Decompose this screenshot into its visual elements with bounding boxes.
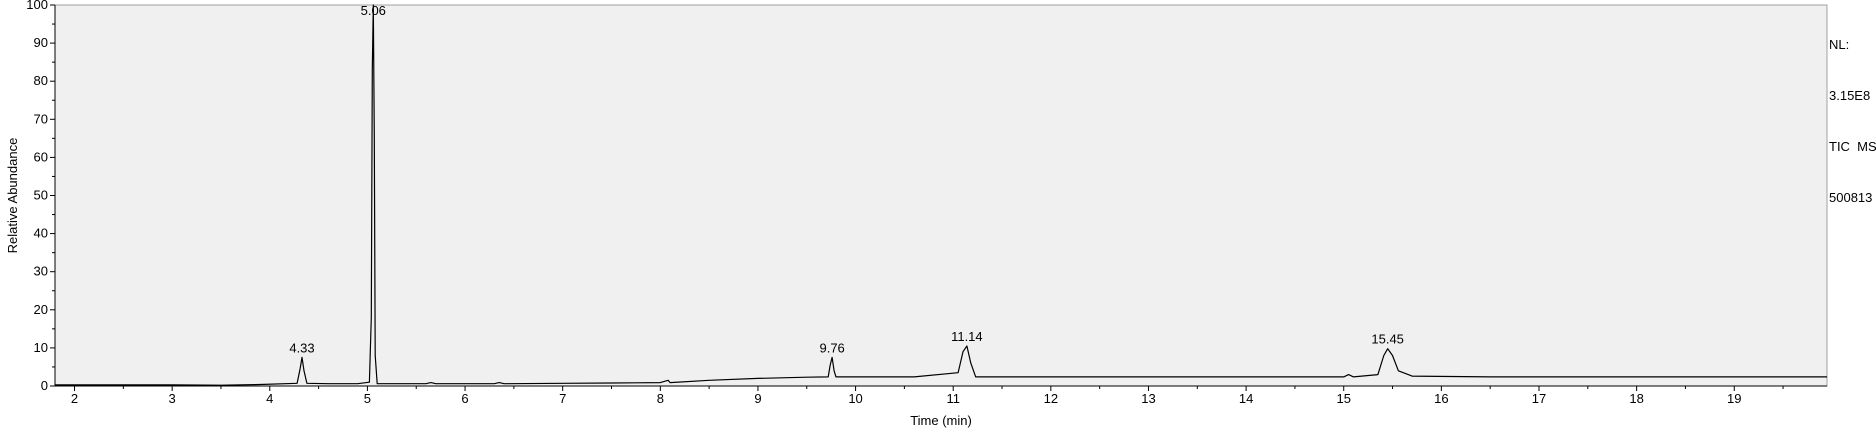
scan-filter: TIC MS — [1829, 138, 1876, 155]
x-tick-label: 6 — [461, 391, 468, 406]
x-tick-label: 11 — [946, 391, 960, 406]
y-tick-label: 10 — [34, 340, 48, 355]
x-tick-label: 13 — [1141, 391, 1155, 406]
x-tick-label: 3 — [169, 391, 176, 406]
y-tick-label: 80 — [34, 73, 48, 88]
nl-label: NL: — [1829, 36, 1876, 53]
x-tick-label: 12 — [1044, 391, 1058, 406]
x-tick-label: 18 — [1629, 391, 1643, 406]
peak-label: 5.06 — [361, 3, 386, 18]
x-tick-label: 4 — [266, 391, 273, 406]
y-tick-label: 70 — [34, 111, 48, 126]
y-tick-label: 90 — [34, 35, 48, 50]
plot-area — [55, 5, 1827, 386]
nl-value: 3.15E8 — [1829, 87, 1876, 104]
x-tick-label: 7 — [559, 391, 566, 406]
peak-label: 11.14 — [951, 329, 983, 344]
y-tick-label: 100 — [26, 0, 48, 12]
y-tick-label: 30 — [34, 264, 48, 279]
x-axis-label: Time (min) — [910, 413, 972, 428]
peak-label: 9.76 — [819, 340, 844, 355]
x-tick-label: 8 — [657, 391, 664, 406]
peak-label: 15.45 — [1371, 332, 1404, 347]
x-tick-label: 5 — [364, 391, 371, 406]
y-tick-label: 20 — [34, 302, 48, 317]
x-tick-label: 2 — [71, 391, 78, 406]
peak-label: 4.33 — [289, 340, 314, 355]
x-tick-label: 17 — [1532, 391, 1546, 406]
x-tick-label: 9 — [754, 391, 761, 406]
x-tick-label: 14 — [1239, 391, 1253, 406]
x-tick-label: 15 — [1336, 391, 1350, 406]
y-tick-label: 50 — [34, 188, 48, 203]
x-tick-label: 10 — [848, 391, 862, 406]
y-tick-label: 60 — [34, 149, 48, 164]
x-tick-label: 16 — [1434, 391, 1448, 406]
y-axis-label: Relative Abundance — [5, 138, 20, 254]
file-name: 500813 — [1829, 189, 1876, 206]
normalization-info: NL: 3.15E8 TIC MS 500813 — [1829, 2, 1876, 223]
y-tick-label: 0 — [41, 378, 48, 393]
y-tick-label: 40 — [34, 226, 48, 241]
x-tick-label: 19 — [1727, 391, 1741, 406]
